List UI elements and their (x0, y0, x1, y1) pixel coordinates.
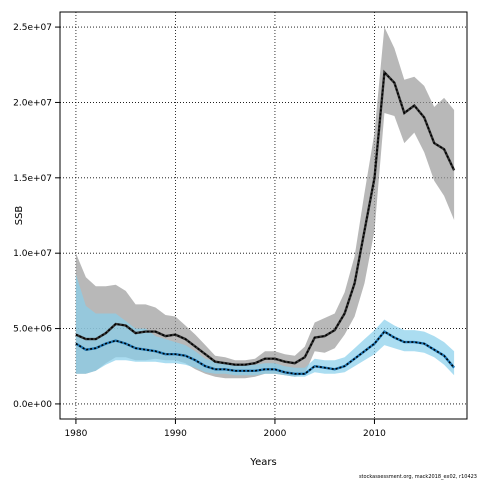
blue-confidence-band (75, 274, 455, 377)
y-tick-label: 0.0e+00 (13, 400, 52, 410)
y-axis-title: SSB (14, 206, 25, 226)
y-tick-label: 5.0e+06 (13, 325, 52, 335)
x-tick-label: 1990 (164, 429, 187, 439)
y-tick-label: 1.5e+07 (13, 174, 52, 184)
footnote: stockassessment.org, mack2018_ex02, r104… (359, 474, 477, 480)
series-lines (75, 69, 456, 375)
x-tick-label: 1980 (64, 429, 87, 439)
y-tick-label: 2.5e+07 (13, 23, 52, 33)
blue-series-dotted-line (75, 330, 455, 375)
x-tick-label: 2000 (263, 429, 286, 439)
gray-confidence-band (75, 27, 455, 379)
x-axis-ticks: 1980 1990 2000 2010 (64, 419, 386, 439)
plot-frame (59, 11, 468, 420)
confidence-bands (75, 27, 455, 379)
y-tick-label: 2.0e+07 (13, 98, 52, 108)
x-tick-label: 2010 (363, 429, 386, 439)
gray-series-dotted-line (75, 70, 455, 366)
y-tick-label: 1.0e+07 (13, 249, 52, 259)
y-axis-ticks: 0.0e+00 5.0e+06 1.0e+07 1.5e+07 2.0e+07 2.5e+… (13, 23, 60, 410)
x-axis-title: Years (249, 457, 276, 468)
